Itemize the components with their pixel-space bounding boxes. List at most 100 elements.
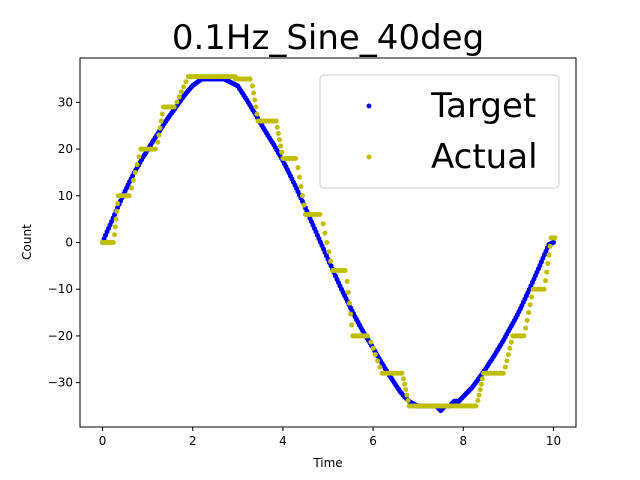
actual-point <box>473 403 479 409</box>
actual-point <box>274 124 280 130</box>
actual-point <box>114 208 120 214</box>
y-tick-label: 20 <box>58 142 73 156</box>
y-tick-label: 10 <box>58 189 73 203</box>
data-marks <box>100 74 558 414</box>
actual-point <box>544 269 550 275</box>
actual-point <box>404 392 410 398</box>
actual-point <box>502 364 508 370</box>
legend-box <box>319 74 560 189</box>
actual-point <box>521 333 527 339</box>
actual-point <box>115 201 121 207</box>
actual-point <box>128 185 134 191</box>
x-tick-label: 6 <box>369 434 377 448</box>
x-axis-label: Time <box>312 456 342 470</box>
actual-point <box>112 224 118 230</box>
actual-point <box>112 232 118 238</box>
actual-point <box>504 358 510 364</box>
y-axis-label: Count <box>20 224 34 260</box>
actual-point <box>176 94 182 100</box>
actual-point <box>342 268 348 274</box>
actual-point <box>136 154 142 160</box>
actual-point <box>476 392 482 398</box>
series-target <box>100 76 556 414</box>
actual-point <box>296 174 302 180</box>
actual-point <box>526 310 532 316</box>
y-tick-label: −20 <box>48 329 73 343</box>
actual-point <box>543 278 549 284</box>
x-tick-label: 2 <box>189 434 197 448</box>
actual-point <box>529 294 535 300</box>
actual-point <box>364 333 370 339</box>
legend-label-actual: Actual <box>431 137 538 177</box>
actual-point <box>475 398 481 404</box>
actual-point <box>275 131 281 137</box>
actual-point <box>324 240 330 245</box>
actual-point <box>132 169 138 175</box>
x-tick-label: 0 <box>99 434 107 448</box>
actual-point <box>368 339 374 345</box>
actual-point <box>251 90 257 96</box>
legend-label-target: Target <box>430 86 536 126</box>
actual-point <box>377 364 383 370</box>
actual-point <box>152 146 158 152</box>
actual-point <box>295 165 301 171</box>
actual-point <box>278 143 284 149</box>
actual-point <box>298 183 304 189</box>
y-tick-label: 0 <box>65 236 73 250</box>
actual-point <box>320 221 326 227</box>
legend-marker-target <box>366 103 372 109</box>
actual-point <box>277 137 283 143</box>
actual-point <box>183 79 189 85</box>
y-tick-label: 30 <box>58 95 73 109</box>
actual-point <box>403 387 409 393</box>
actual-point <box>346 300 352 306</box>
actual-point <box>253 104 259 110</box>
actual-point <box>405 398 411 404</box>
actual-point <box>171 104 177 110</box>
actual-point <box>158 118 164 124</box>
actual-point <box>249 83 255 89</box>
actual-point <box>344 278 350 284</box>
actual-point <box>345 289 351 295</box>
target-point <box>550 240 556 245</box>
y-tick-label: −10 <box>48 282 73 296</box>
actual-point <box>317 211 323 217</box>
actual-point <box>156 132 162 138</box>
actual-point <box>349 322 355 328</box>
actual-point <box>155 139 161 145</box>
actual-point <box>322 230 328 236</box>
actual-point <box>508 339 514 345</box>
actual-point <box>126 193 132 199</box>
actual-point <box>527 302 533 308</box>
y-tick-label: −30 <box>48 376 73 390</box>
actual-point <box>130 177 136 183</box>
actual-point <box>507 345 513 351</box>
actual-point <box>134 162 140 168</box>
actual-point <box>541 286 547 292</box>
actual-point <box>552 235 558 241</box>
actual-point <box>299 193 305 199</box>
legend-marker-actual <box>366 154 372 160</box>
x-tick-label: 4 <box>279 434 287 448</box>
actual-point <box>174 99 180 105</box>
x-tick-label: 8 <box>459 434 467 448</box>
actual-point <box>523 325 529 331</box>
x-axis-ticks: 0 2 4 6 8 10 <box>99 427 561 448</box>
actual-point <box>477 387 483 393</box>
actual-point <box>279 149 285 155</box>
actual-point <box>370 345 376 351</box>
actual-point <box>479 376 485 382</box>
y-axis-ticks: −30 −20 −10 0 10 20 30 <box>48 95 80 390</box>
actual-point <box>372 352 378 358</box>
actual-point <box>524 317 530 323</box>
actual-point <box>478 381 484 387</box>
actual-point <box>178 89 184 95</box>
actual-point <box>545 261 551 267</box>
actual-point <box>247 76 253 82</box>
actual-point <box>505 352 511 358</box>
actual-point <box>301 202 307 208</box>
actual-point <box>399 370 405 376</box>
actual-point <box>375 358 381 364</box>
